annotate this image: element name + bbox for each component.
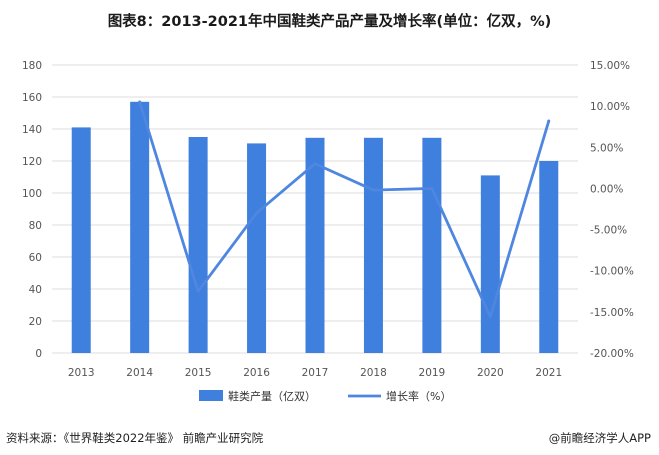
chart-title: 图表8：2013-2021年中国鞋类产品产量及增长率(单位：亿双，%)	[107, 14, 552, 30]
legend-line-label: 增长率（%）	[386, 389, 451, 403]
left-tick-label: 120	[22, 156, 42, 168]
right-tick-label: 0.00%	[590, 183, 623, 195]
left-tick-label: 100	[22, 188, 42, 200]
x-axis-ticks: 2013 2014 2015 2016 2017 2018 2019 2020 2021	[68, 367, 562, 379]
bar	[130, 101, 150, 353]
line-point	[138, 100, 142, 104]
bar-series	[71, 101, 559, 354]
right-tick-label: -20.00%	[590, 348, 634, 360]
right-tick-label: 5.00%	[590, 142, 623, 154]
left-tick-label: 140	[22, 124, 42, 136]
x-tick-label: 2014	[126, 367, 153, 379]
line-point	[313, 162, 317, 166]
x-tick-label: 2021	[535, 367, 562, 379]
left-tick-label: 80	[29, 220, 42, 232]
line-point	[255, 211, 259, 215]
left-tick-label: 180	[22, 60, 42, 72]
bar	[363, 137, 383, 353]
right-tick-label: -15.00%	[590, 307, 634, 319]
line-point	[547, 119, 551, 123]
x-tick-label: 2013	[68, 367, 95, 379]
left-tick-label: 20	[29, 316, 42, 328]
right-tick-label: -5.00%	[590, 225, 627, 237]
bar	[305, 137, 325, 353]
left-tick-label: 0	[35, 348, 42, 360]
bar	[480, 175, 500, 353]
line-point	[430, 186, 434, 190]
right-axis-ticks: -20.00% -15.00% -10.00% -5.00% 0.00% 5.00% 10.…	[590, 60, 634, 360]
legend-bar-label: 鞋类产量（亿双）	[228, 389, 316, 403]
legend: 鞋类产量（亿双） 增长率（%）	[199, 389, 451, 403]
x-tick-label: 2016	[243, 367, 270, 379]
right-tick-label: 15.00%	[590, 60, 630, 72]
x-tick-label: 2020	[477, 367, 504, 379]
x-tick-label: 2018	[360, 367, 387, 379]
bar	[422, 137, 442, 353]
right-tick-label: -10.00%	[590, 266, 634, 278]
x-tick-label: 2015	[185, 367, 212, 379]
x-tick-label: 2017	[302, 367, 329, 379]
line-point	[371, 188, 375, 192]
line-point	[196, 289, 200, 293]
right-tick-label: 10.00%	[590, 101, 630, 113]
line-series	[138, 100, 551, 319]
bar	[188, 137, 208, 353]
brand-credit: @前瞻经济学人APP	[548, 431, 651, 445]
legend-bar-swatch	[199, 390, 223, 401]
bar	[71, 127, 91, 354]
bar	[247, 143, 267, 353]
left-tick-label: 60	[29, 252, 42, 264]
x-tick-label: 2019	[419, 367, 446, 379]
growth-line	[138, 101, 551, 319]
left-axis-ticks: 0 20 40 60 80 100 120 140 160 180	[22, 60, 42, 360]
bar	[539, 161, 559, 353]
source-note: 资料来源：《世界鞋类2022年鉴》 前瞻产业研究院	[6, 431, 264, 445]
left-tick-label: 160	[22, 92, 42, 104]
left-tick-label: 40	[29, 284, 42, 296]
line-point	[488, 315, 492, 319]
